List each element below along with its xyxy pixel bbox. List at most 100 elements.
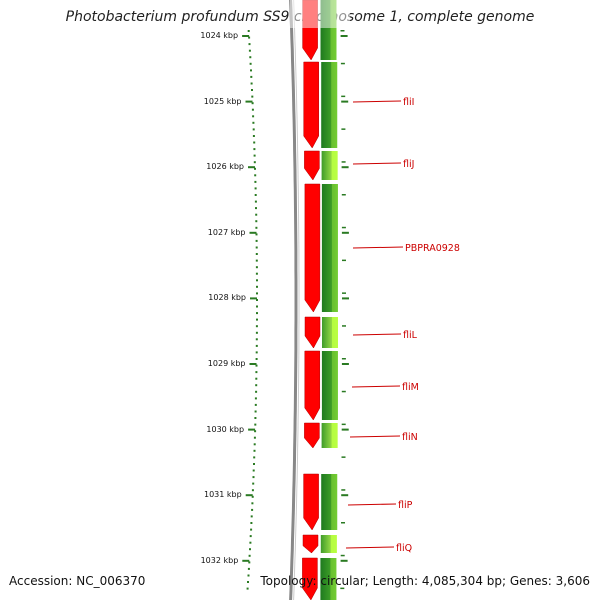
ruler-minor-tick (253, 141, 256, 144)
kbp-label: 1026 kbp (206, 162, 244, 172)
ruler-right-minor-tick (340, 62, 345, 65)
ruler-right-tick (341, 428, 349, 431)
ruler-minor-tick (255, 259, 258, 262)
ruler-right-minor-tick (341, 522, 345, 524)
gene-leader-line (345, 546, 395, 549)
cds-arrow (304, 150, 320, 181)
gene-leader-line (347, 503, 397, 506)
kbp-label: 1031 kbp (203, 490, 242, 500)
kbp-label: 1027 kbp (207, 227, 246, 237)
cds-arrow (303, 473, 319, 531)
gc-block (321, 184, 338, 312)
ruler-minor-tick (254, 180, 257, 183)
ruler-right-minor-tick (342, 259, 346, 262)
gc-highlight (331, 423, 338, 448)
ruler-right-minor-tick (341, 95, 346, 98)
ruler-minor-tick (255, 220, 258, 223)
gene-leader-line (352, 100, 402, 103)
gene-label: fliN (402, 432, 418, 443)
ruler-minor-tick (253, 443, 256, 446)
topology-text: Topology: circular; Length: 4,085,304 bp… (260, 574, 590, 588)
ruler-right-minor-tick (341, 161, 346, 163)
cds-arrow (303, 61, 319, 149)
ruler-major-tick (242, 559, 250, 562)
ruler-right-tick (341, 231, 349, 234)
cds-arrow (304, 316, 321, 349)
gene-leader-line (351, 385, 401, 388)
ruler-minor-tick (251, 508, 254, 511)
ruler-right-minor-tick (341, 358, 346, 360)
ruler-right-tick (341, 100, 349, 103)
gc-highlight (331, 62, 338, 148)
ruler-minor-tick (253, 161, 256, 164)
gene-leader-line (352, 246, 404, 249)
ruler-minor-tick (256, 299, 258, 301)
ruler-minor-tick (252, 476, 255, 479)
ruler-minor-tick (247, 581, 249, 583)
ruler-major-tick (249, 363, 257, 365)
ruler-minor-tick (249, 548, 251, 551)
ruler-right-minor-tick (341, 456, 346, 458)
gc-highlight (331, 351, 338, 420)
ruler-minor-tick (255, 233, 258, 236)
gene-label: fliJ (403, 159, 414, 170)
ruler-major-tick (245, 100, 253, 103)
ruler-minor-tick (252, 121, 255, 124)
ruler-minor-tick (250, 528, 253, 531)
backbone-highlight (293, 0, 300, 600)
ruler-minor-tick (254, 397, 257, 400)
backbone-path (289, 0, 298, 600)
ruler-minor-tick (250, 69, 252, 72)
ruler-right-minor-tick (342, 292, 346, 294)
ruler-minor-tick (248, 36, 251, 39)
gene-leader-line (349, 435, 401, 438)
gene-label: PBPRA0928 (405, 243, 460, 254)
accession-text: Accession: NC_006370 (9, 574, 146, 588)
ruler-minor-tick (255, 344, 258, 347)
ruler-minor-tick (253, 154, 256, 157)
ruler-minor-tick (255, 266, 258, 269)
ruler-minor-tick (253, 436, 256, 439)
ruler-minor-tick (255, 246, 258, 249)
gc-highlight (330, 535, 337, 553)
ruler-minor-tick (254, 430, 257, 433)
gene-leader-line (352, 333, 402, 336)
gc-highlight (331, 474, 338, 530)
ruler-minor-tick (255, 213, 258, 216)
ruler-major-tick (242, 35, 250, 37)
ruler-minor-tick (255, 384, 258, 387)
ruler-minor-tick (253, 449, 256, 452)
gc-block (320, 558, 337, 600)
ruler-minor-tick (255, 272, 258, 275)
ruler-minor-tick (255, 239, 258, 242)
ruler-minor-tick (256, 279, 258, 282)
gene-label: fliQ (396, 543, 412, 554)
ruler-minor-tick (252, 482, 255, 485)
ruler-right-minor-tick (341, 194, 346, 196)
ruler-minor-tick (255, 207, 257, 210)
kbp-label: 1025 kbp (203, 96, 242, 106)
ruler-minor-tick (256, 312, 258, 315)
ruler-right-minor-tick (340, 30, 345, 32)
cds-arrow (302, 534, 319, 554)
ruler-minor-tick (248, 561, 251, 564)
ruler-minor-tick (255, 358, 258, 360)
ruler-minor-tick (255, 390, 258, 393)
ruler-right-minor-tick (341, 423, 346, 426)
ruler-minor-tick (255, 325, 258, 328)
gc-block (321, 62, 338, 148)
ruler-right-tick (341, 494, 349, 497)
ruler-minor-tick (251, 102, 254, 105)
ruler-right-tick (342, 297, 349, 300)
ruler-minor-tick (255, 226, 258, 229)
cds-arrow (304, 183, 321, 313)
ruler-right-minor-tick (341, 489, 346, 491)
ruler-minor-tick (250, 75, 253, 78)
ruler-minor-tick (252, 469, 255, 472)
kbp-label: 1028 kbp (208, 293, 246, 303)
gene-labels: fliI fliJ PBPRA0928 fliL fliM fliN fliP fliQ (345, 97, 460, 554)
gc-block (321, 351, 338, 420)
ruler-minor-tick (254, 423, 257, 426)
